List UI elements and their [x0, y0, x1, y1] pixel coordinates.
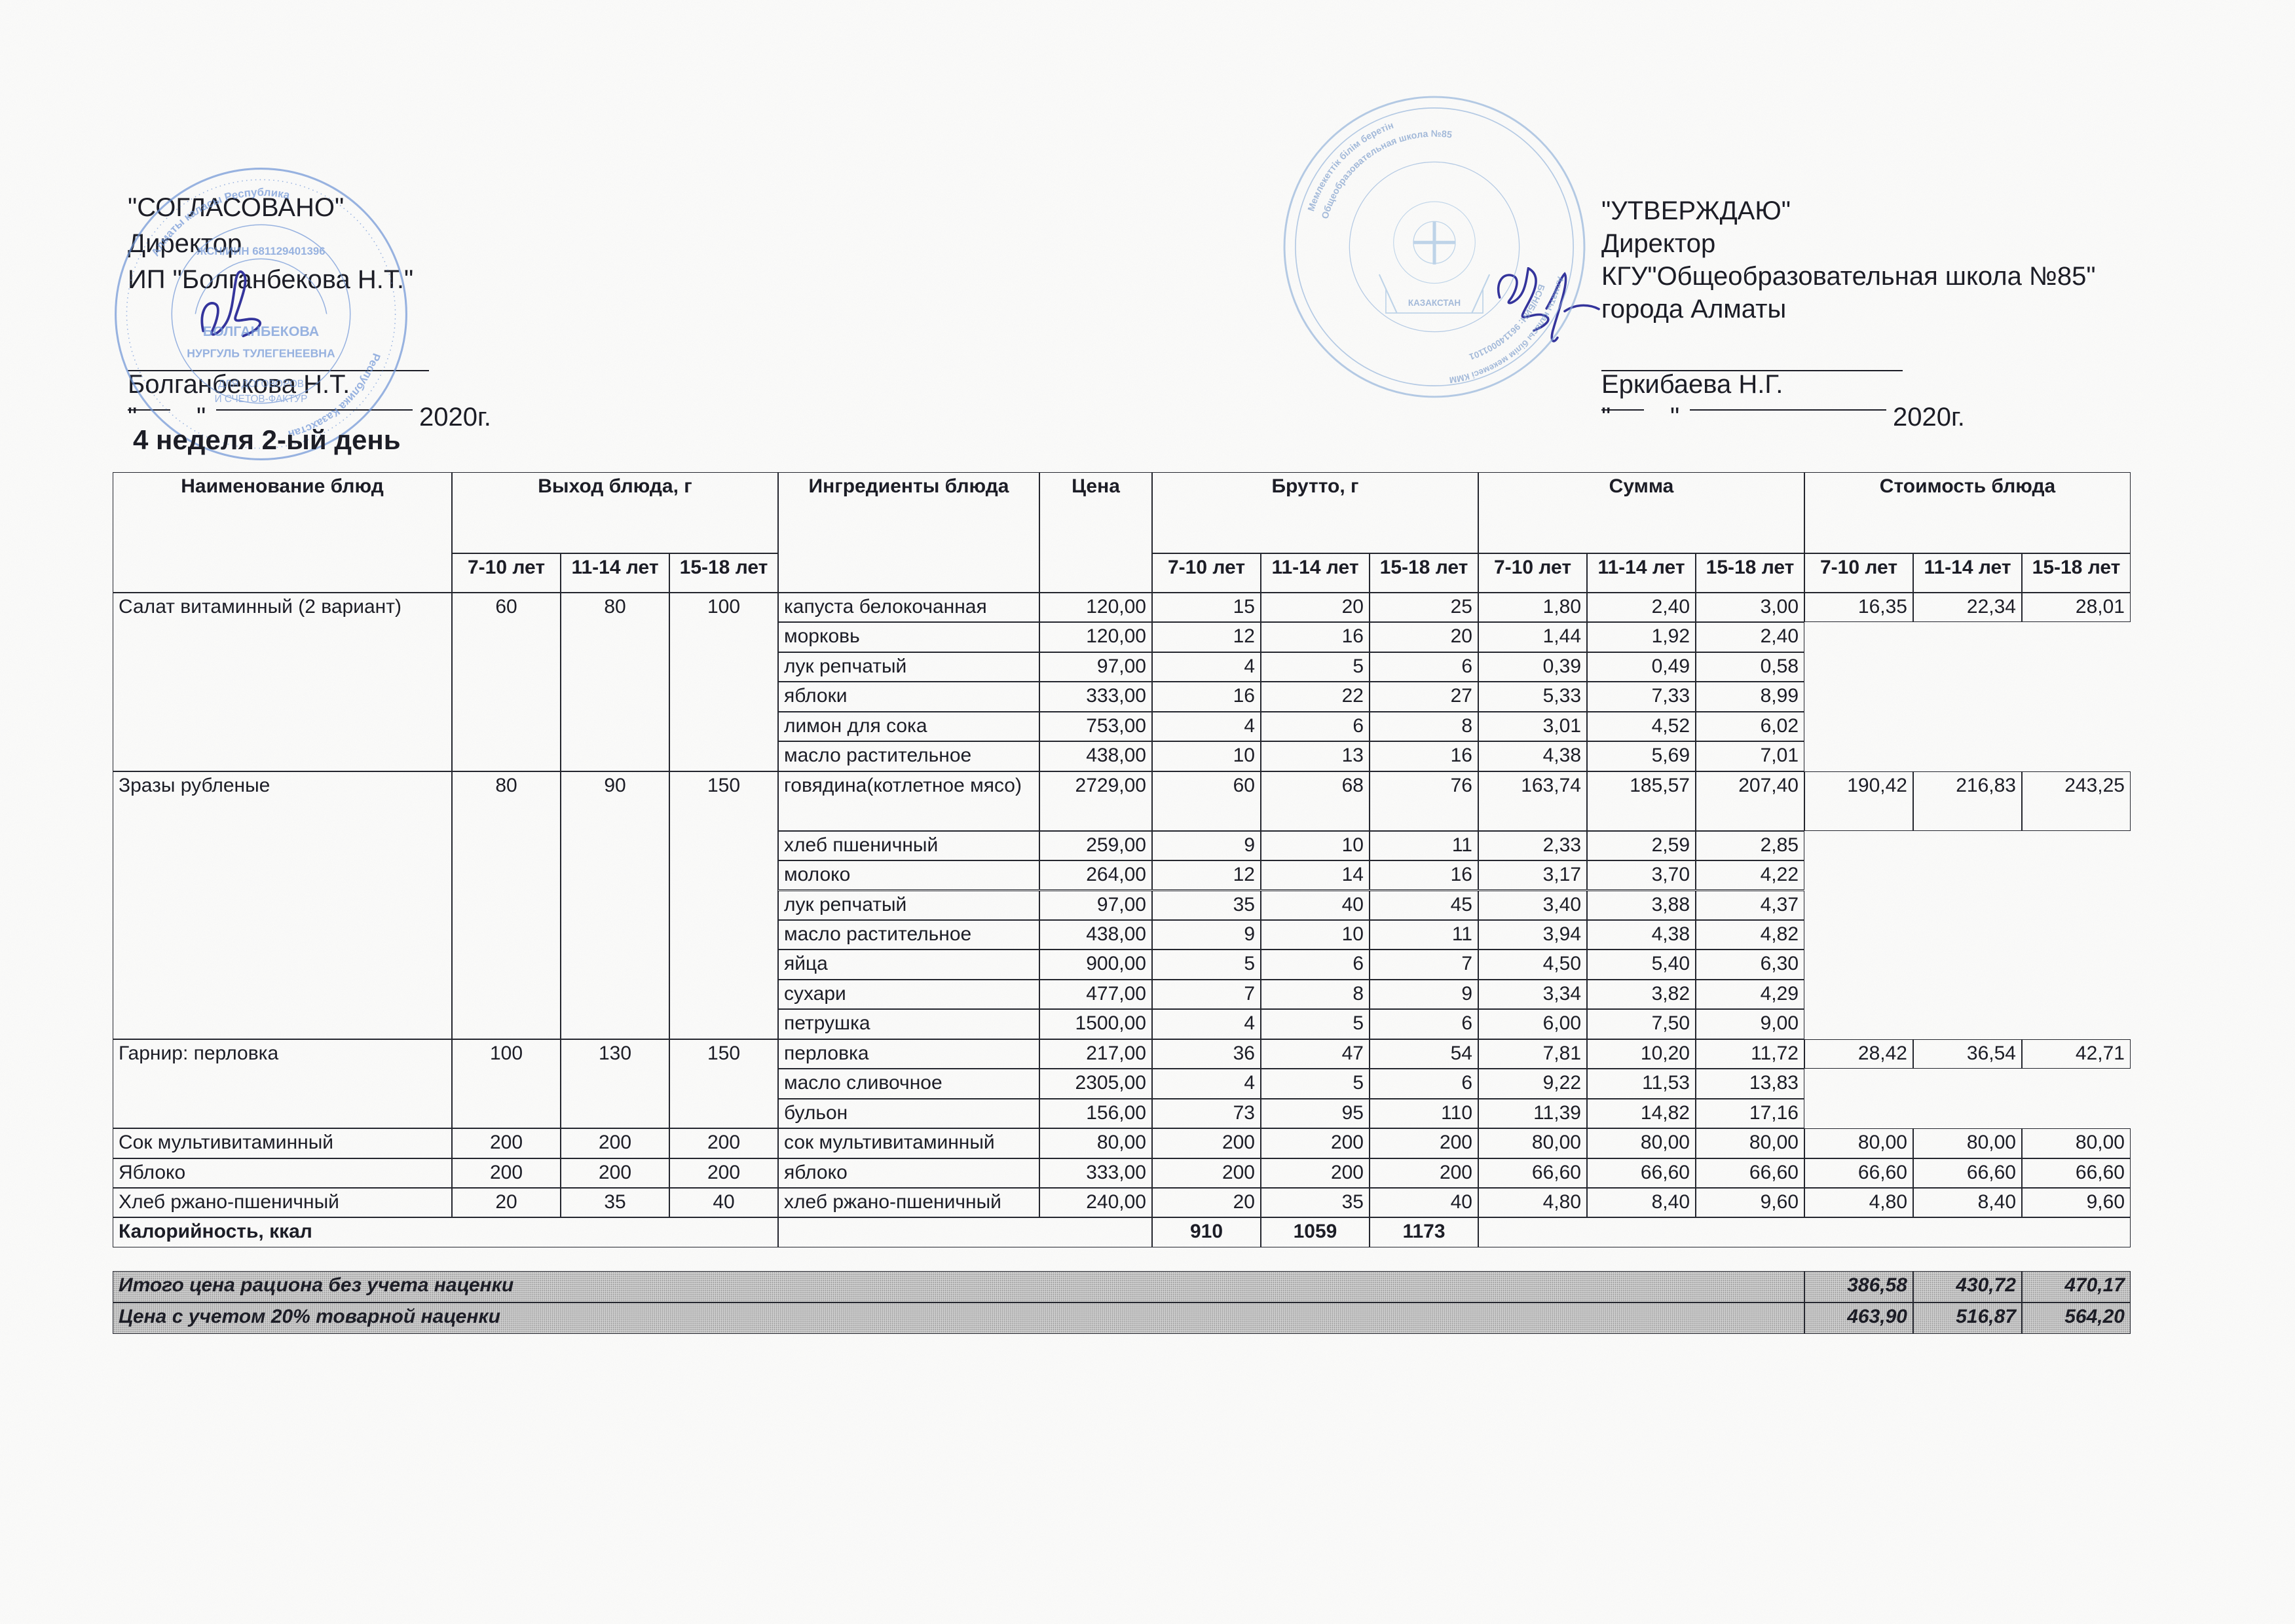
svg-text:ДЛЯ ДОГОВОРОВ: ДЛЯ ДОГОВОРОВ [218, 378, 304, 390]
svg-text:ЖСН/ИИН 681129401396: ЖСН/ИИН 681129401396 [196, 245, 325, 257]
svg-text:КАЗАКСТАН: КАЗАКСТАН [1408, 298, 1461, 308]
svg-text:БОЛГАНБЕКОВА: БОЛГАНБЕКОВА [203, 323, 319, 339]
svg-text:НУРГУЛЬ ТУЛЕГЕНЕЕВНА: НУРГУЛЬ ТУЛЕГЕНЕЕВНА [187, 346, 335, 360]
svg-text:Общеобразовательная школа №85: Общеобразовательная школа №85 [1320, 129, 1453, 221]
svg-text:И СЧЕТОВ-ФАКТУР: И СЧЕТОВ-ФАКТУР [215, 394, 308, 405]
